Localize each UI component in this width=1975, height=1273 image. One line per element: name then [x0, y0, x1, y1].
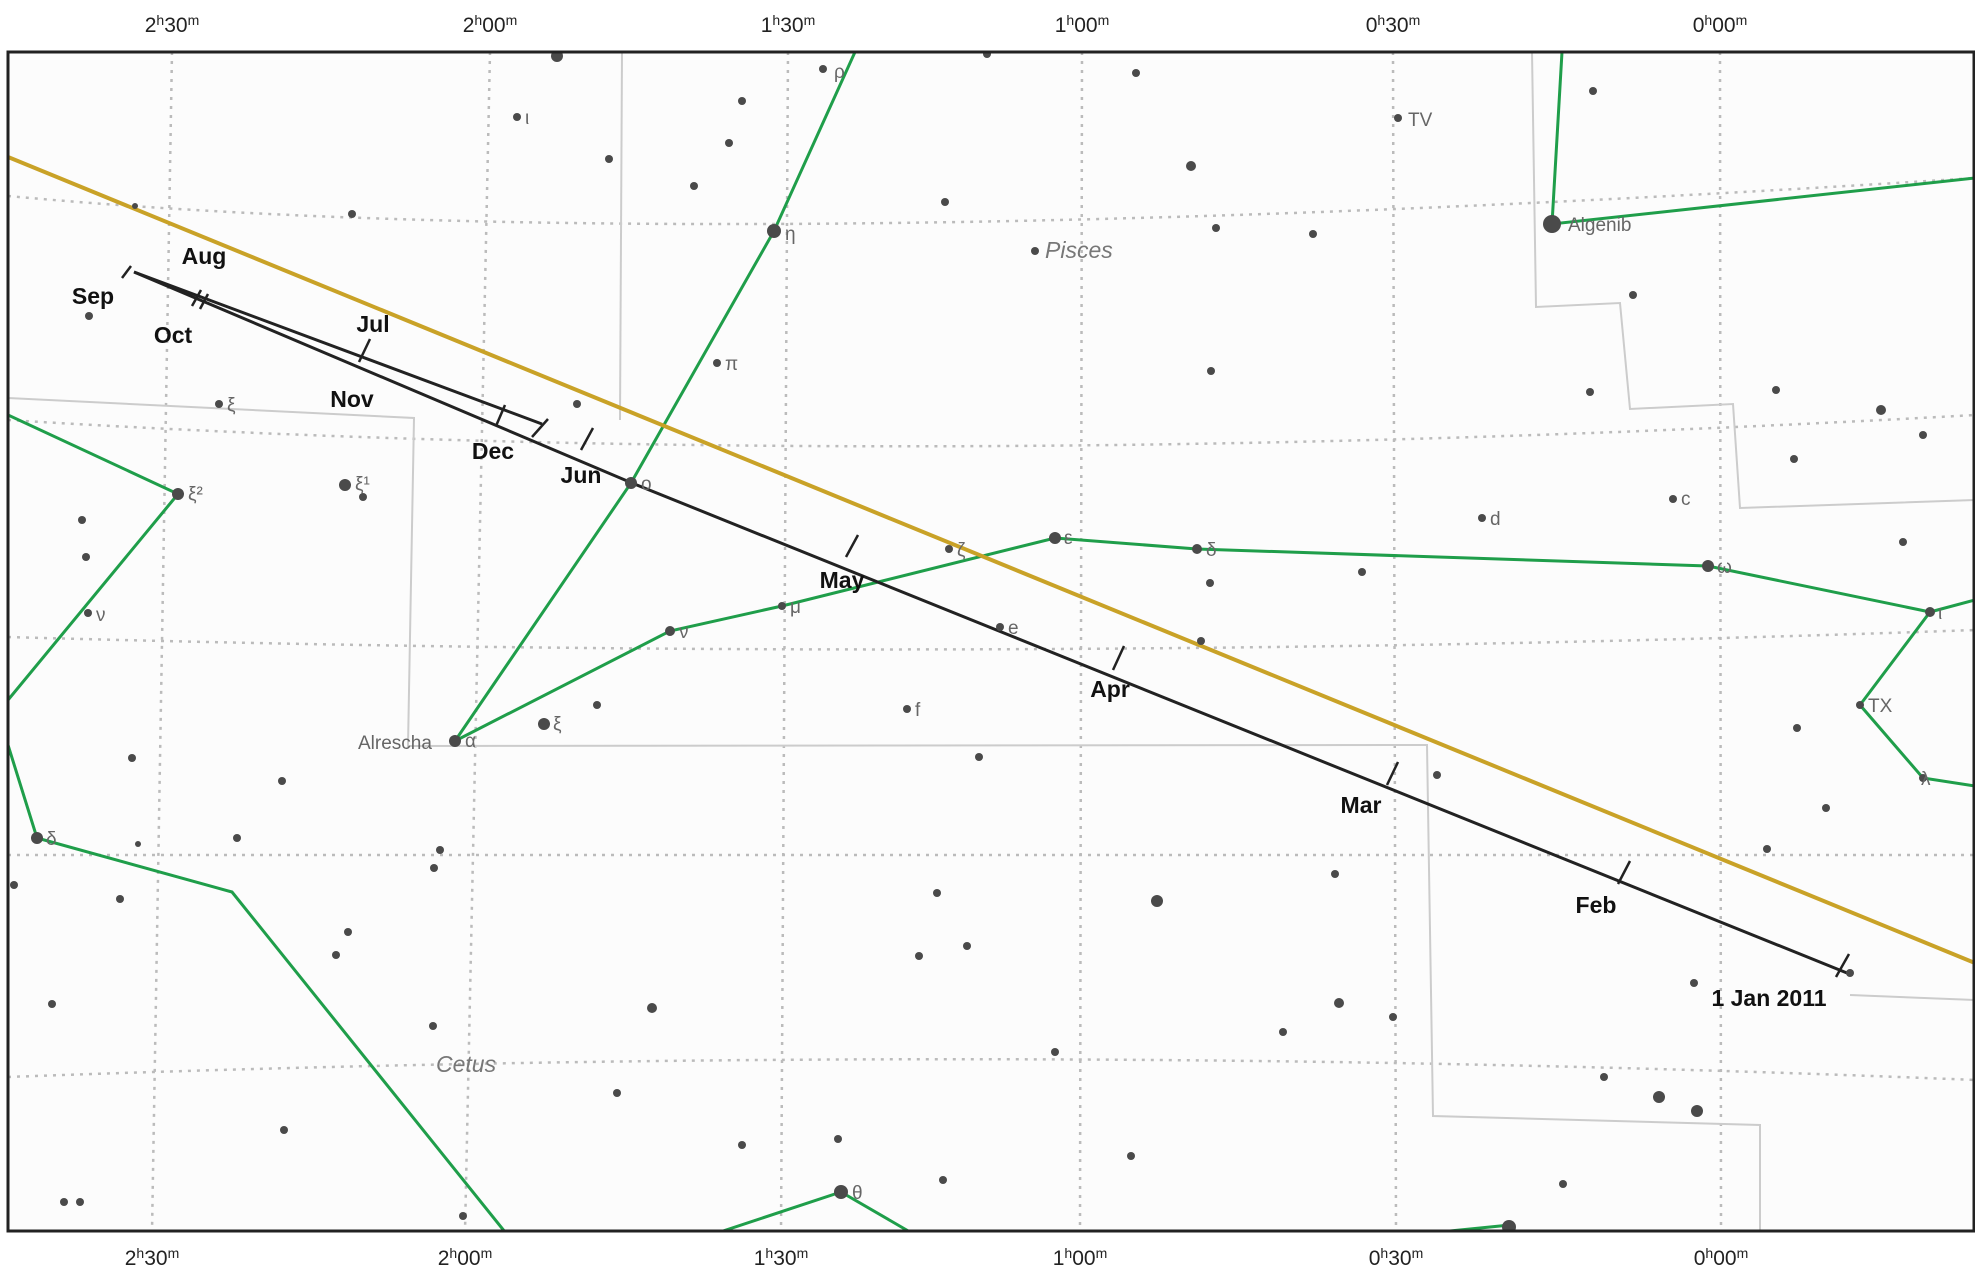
ra-label-bottom: 0h00m: [1694, 1245, 1749, 1270]
star-label-c: c: [1681, 489, 1691, 510]
plot-frame: [6, 50, 1975, 1233]
constellation-name-pisces: Pisces: [1045, 237, 1113, 263]
path-label-dec: Dec: [472, 438, 514, 464]
star-label-xi1: ξ¹: [355, 474, 370, 495]
star-name-algenib: Algenib: [1568, 215, 1631, 236]
ra-axis-top: 2h30m 2h00m 1h30m 1h00m 0h30m 0h00m: [145, 12, 1748, 37]
star-label-omicron: ο: [641, 474, 652, 495]
path-label-sep: Sep: [72, 283, 114, 309]
star-label-pi: π: [725, 354, 738, 375]
constellation-boundaries: [8, 52, 1975, 1232]
path-label-apr: Apr: [1090, 676, 1130, 702]
star-label-tv: TV: [1408, 110, 1433, 131]
star-label-mu: μ: [790, 597, 801, 618]
star-label-iota: ι: [525, 108, 529, 129]
path-label-jun: Jun: [561, 462, 602, 488]
star-label-xi2: ξ²: [188, 484, 203, 505]
star-label-eta: η: [785, 224, 796, 245]
star-label-e: e: [1008, 618, 1019, 639]
star-label-delta-2: δ: [46, 829, 57, 850]
star-label-xi: ξ: [227, 395, 236, 416]
path-label-oct: Oct: [154, 322, 193, 348]
star-label-epsilon: ε: [1064, 528, 1073, 549]
star-label-f: f: [915, 700, 921, 721]
star-label-delta: δ: [1206, 540, 1217, 561]
path-label-jul: Jul: [356, 311, 389, 337]
ra-label-bottom: 0h30m: [1369, 1245, 1424, 1270]
star-label-omega: ω: [1717, 557, 1732, 578]
ra-label-top: 1h30m: [761, 12, 816, 37]
ra-label-top: 0h00m: [1693, 12, 1748, 37]
star-label-lambda: λ: [1921, 769, 1931, 790]
path-labels: 1 Jan 2011 Feb Mar Apr May Jun Jul Aug S…: [72, 243, 1827, 1011]
path-label-aug: Aug: [182, 243, 227, 269]
path-label-mar: Mar: [1341, 792, 1382, 818]
plot-background: [8, 52, 1974, 1231]
ra-label-bottom: 2h00m: [438, 1245, 493, 1270]
star-label-tx: TX: [1868, 696, 1893, 717]
ra-label-top: 0h30m: [1366, 12, 1421, 37]
ra-label-bottom: 1h30m: [754, 1245, 809, 1270]
path-label-start: 1 Jan 2011: [1711, 985, 1826, 1011]
ra-label-bottom: 2h30m: [125, 1245, 180, 1270]
ra-label-bottom: 1h00m: [1053, 1245, 1108, 1270]
ra-label-top: 2h30m: [145, 12, 200, 37]
ra-axis-bottom: 2h30m 2h00m 1h30m 1h00m 0h30m 0h00m: [125, 1245, 1749, 1270]
constellation-name-cetus: Cetus: [436, 1051, 497, 1077]
path-label-feb: Feb: [1576, 892, 1617, 918]
dec-grid-lines: [8, 176, 1975, 1082]
star-label-iota-2: ι: [1938, 603, 1942, 624]
star-label-theta: θ: [852, 1183, 863, 1204]
star-label-nu-2: ν: [679, 622, 689, 643]
path-tick-marks: [121, 265, 1851, 978]
path-label-may: May: [820, 567, 865, 593]
background-stars: [10, 52, 1927, 1232]
path-label-nov: Nov: [330, 386, 374, 412]
star-label-alpha: α: [465, 731, 476, 752]
ecliptic-line: [8, 155, 1975, 965]
star-label-d: d: [1490, 509, 1501, 530]
star-label-xi-3: ξ: [553, 714, 562, 735]
star-label-rho: ρ: [834, 62, 845, 83]
star-name-alrescha: Alrescha: [358, 733, 432, 754]
star-label-nu: ν: [96, 605, 106, 626]
labeled-stars: [31, 65, 1935, 1199]
ra-grid-lines: [150, 52, 1723, 1232]
ra-label-top: 2h00m: [463, 12, 518, 37]
star-label-zeta: ζ: [957, 540, 966, 561]
star-designations: ρ ι TV η π ξ ξ² ξ¹ ο ν ζ ε δ d c ω ι μ ν…: [46, 62, 1942, 1204]
ra-label-top: 1h00m: [1055, 12, 1110, 37]
